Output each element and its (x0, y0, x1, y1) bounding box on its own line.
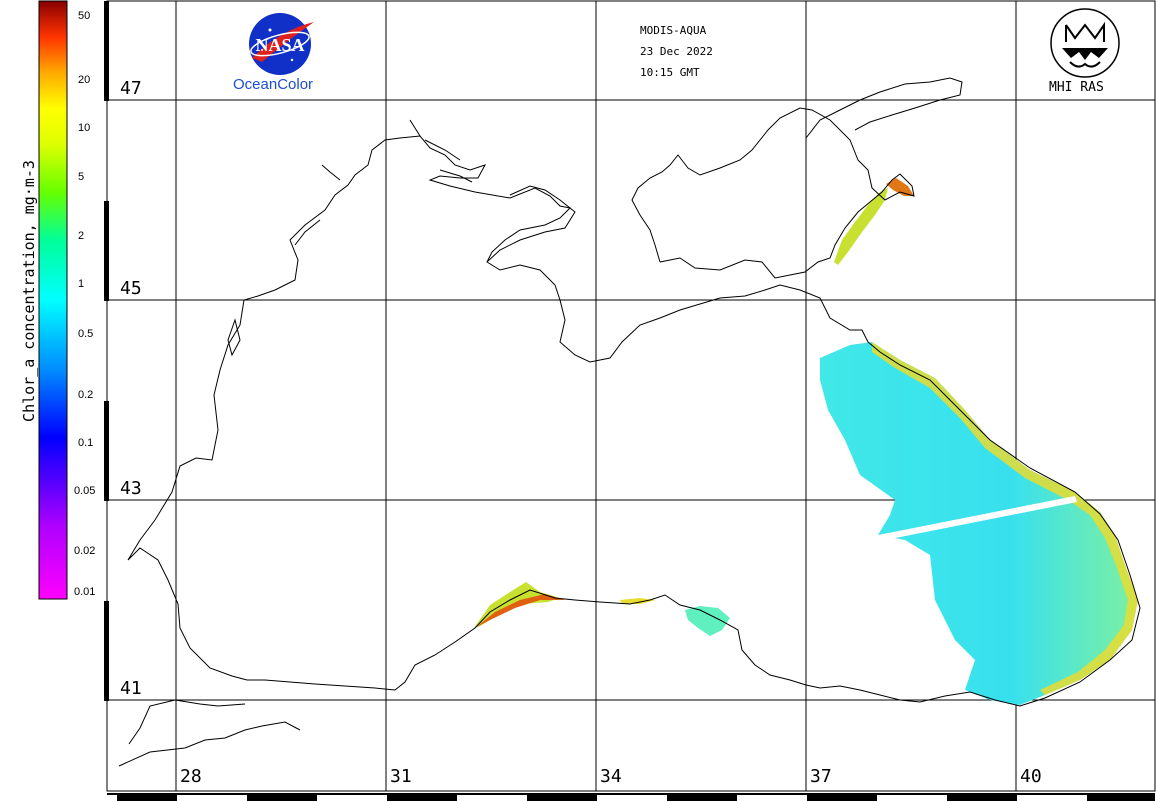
latitude-label: 43 (120, 478, 144, 499)
latitude-label: 47 (120, 78, 144, 99)
mhi-ras-logo (1050, 8, 1120, 78)
mhi-ras-label: MHI RAS (1049, 80, 1104, 95)
chlorophyll-field (474, 178, 1138, 705)
map-frame (106, 0, 1156, 792)
latitude-label: 41 (120, 678, 144, 699)
longitude-label: 40 (1020, 766, 1042, 787)
colorbar-tick: 0.02 (74, 545, 96, 557)
colorbar-tick: 5 (78, 171, 85, 183)
colorbar-tick: 50 (78, 10, 91, 22)
colorbar-tick: 2 (78, 230, 85, 242)
sensor-label: MODIS-AQUA (640, 24, 707, 37)
oceancolor-label: OceanColor (233, 76, 314, 93)
time-label: 10:15 GMT (640, 66, 700, 79)
colorbar-tick: 0.1 (78, 437, 94, 449)
colorbar-tick: 20 (78, 74, 91, 86)
coastline (118, 77, 1141, 767)
longitude-label: 28 (180, 766, 202, 787)
colorbar-tick: 10 (78, 122, 91, 134)
colorbar-title: Chlor_a concentration, mg·m-3 (20, 160, 38, 422)
colorbar-tick: 0.01 (74, 586, 96, 598)
latitude-label: 45 (120, 278, 144, 299)
date-label: 23 Dec 2022 (640, 45, 713, 58)
colorbar-tick: 1 (78, 278, 85, 290)
colorbar-gradient (38, 0, 68, 600)
longitude-label: 37 (810, 766, 832, 787)
nasa-logo: NASA (249, 13, 314, 75)
longitude-label: 31 (390, 766, 412, 787)
colorbar-tick: 0.5 (78, 328, 94, 340)
colorbar-tick: 0.05 (74, 485, 96, 497)
colorbar-tick: 0.2 (78, 389, 94, 401)
nasa-logo-text: NASA (255, 35, 304, 55)
lat-scale-bar (104, 1, 109, 701)
longitude-label: 34 (600, 766, 622, 787)
lon-scale-bar (107, 793, 1155, 801)
